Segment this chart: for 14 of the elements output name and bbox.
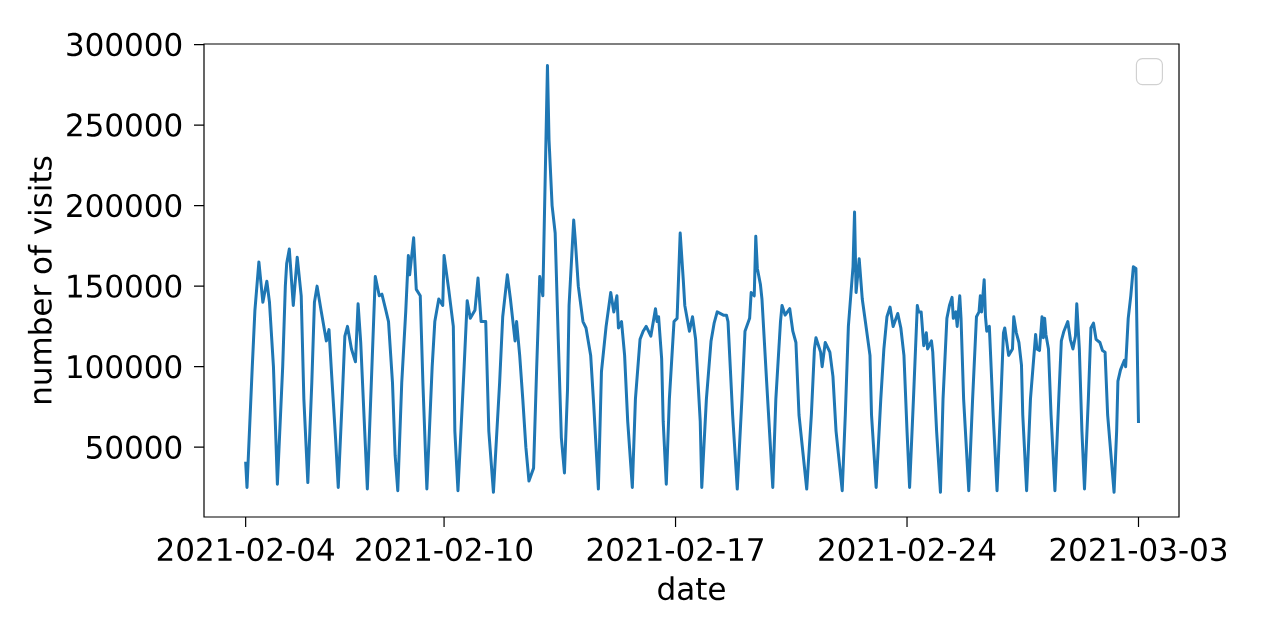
line-series xyxy=(244,64,1140,494)
y-tick-label: 150000 xyxy=(68,274,182,298)
x-tick-label: 2021-02-17 xyxy=(587,537,763,562)
x-tick-label: 2021-02-24 xyxy=(819,537,996,562)
y-axis-title: number of visits xyxy=(27,156,52,403)
y-tick-label: 50000 xyxy=(87,435,182,459)
y-tick-label: 250000 xyxy=(67,113,182,137)
x-axis-title: date xyxy=(658,576,725,601)
x-tick-label: 2021-03-03 xyxy=(1050,537,1227,562)
x-tick-label: 2021-02-04 xyxy=(157,537,334,562)
y-tick-label: 300000 xyxy=(67,32,182,57)
y-tick-label: 100000 xyxy=(68,354,182,379)
y-tick-label: 200000 xyxy=(67,193,182,218)
x-tick-label: 2021-02-10 xyxy=(356,537,533,562)
